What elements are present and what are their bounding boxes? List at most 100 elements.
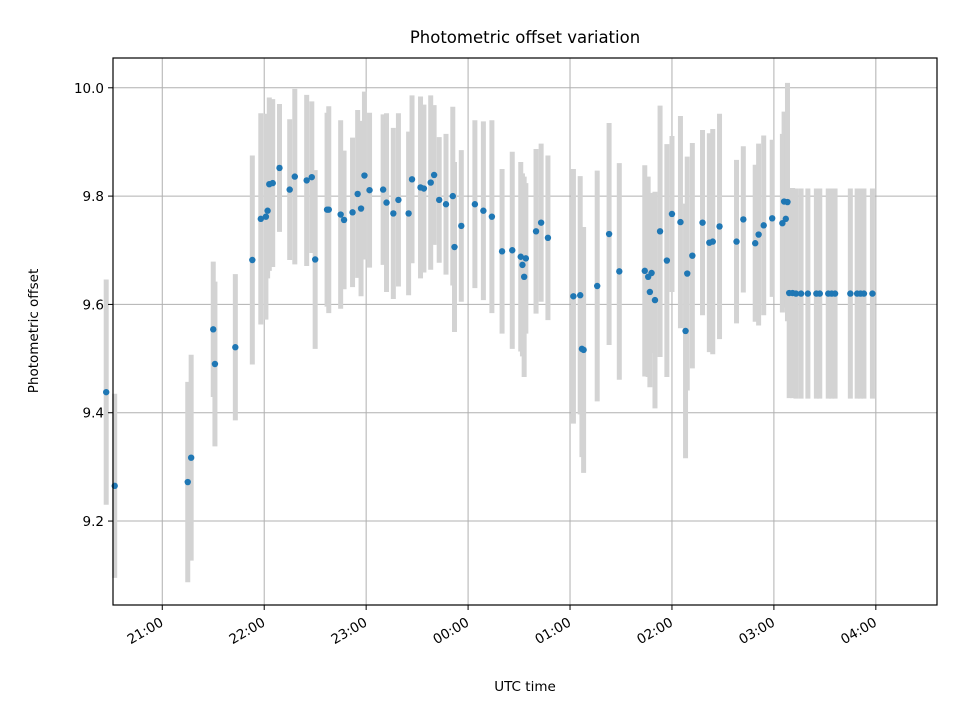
data-point [488, 213, 496, 220]
data-point [769, 215, 776, 222]
data-point [420, 185, 428, 192]
data-point [784, 198, 791, 206]
plot-frame [112, 57, 938, 606]
data-point [831, 290, 839, 297]
data-point [458, 222, 465, 230]
y-tick-label: 10.0 [74, 81, 104, 97]
data-point [689, 252, 696, 259]
data-point [519, 261, 526, 269]
data-point [291, 173, 298, 180]
data-point [276, 164, 283, 172]
data-point [337, 211, 344, 218]
data-point [816, 290, 823, 297]
data-point [663, 257, 671, 264]
data-point [357, 205, 365, 212]
y-tick-label: 9.6 [83, 297, 104, 313]
data-point [520, 273, 528, 280]
data-point [804, 290, 812, 297]
data-point [103, 388, 110, 396]
data-point [605, 230, 613, 238]
data-point [677, 218, 684, 226]
data-point [390, 210, 397, 217]
data-point [325, 206, 332, 213]
data-point [668, 210, 676, 218]
data-point [379, 186, 387, 193]
data-point [544, 234, 552, 242]
data-point [651, 296, 659, 304]
data-point [517, 253, 524, 260]
data-point [577, 292, 584, 299]
data-point [733, 238, 740, 245]
y-tick-label: 9.2 [83, 514, 104, 530]
data-point [509, 247, 516, 254]
data-point [570, 293, 577, 300]
data-point [187, 454, 195, 461]
data-point [408, 176, 416, 183]
data-point [847, 290, 854, 297]
y-axis-label: Photometric offset [26, 269, 42, 393]
data-point [616, 268, 623, 275]
data-point [311, 256, 319, 263]
data-point [366, 186, 373, 194]
data-point [442, 201, 450, 208]
data-point [641, 267, 648, 275]
data-point [232, 344, 239, 351]
data-point [699, 219, 706, 226]
data-point [480, 207, 487, 214]
data-point [257, 215, 265, 223]
data-point [594, 282, 601, 290]
data-point [532, 228, 540, 235]
data-point [286, 186, 293, 193]
data-point [451, 243, 458, 251]
data-point [436, 196, 443, 204]
data-point [684, 270, 691, 277]
data-points [103, 164, 876, 490]
data-point [308, 173, 315, 181]
data-point [752, 240, 759, 247]
data-point [395, 196, 402, 204]
data-point [210, 326, 217, 333]
data-point [860, 290, 868, 297]
data-point [782, 215, 789, 223]
data-point [580, 346, 587, 354]
data-point [427, 179, 434, 186]
data-point [303, 177, 310, 184]
data-point [269, 179, 276, 187]
data-point [522, 255, 530, 262]
data-point [249, 256, 256, 264]
data-point [537, 219, 545, 226]
data-point [449, 192, 456, 200]
data-point [340, 216, 348, 224]
chart-title: Photometric offset variation [410, 28, 640, 47]
data-point [646, 288, 654, 296]
data-point [797, 290, 805, 297]
data-point [184, 478, 191, 486]
data-point [264, 207, 271, 214]
y-axis: 9.2 9.4 9.6 9.8 10.0 [74, 81, 113, 530]
data-point [262, 213, 270, 220]
data-point [498, 248, 506, 255]
data-point [760, 222, 767, 229]
data-point [471, 201, 479, 208]
y-tick-label: 9.8 [83, 189, 104, 205]
data-point [361, 172, 368, 179]
data-point [755, 231, 762, 238]
data-point [383, 199, 390, 206]
x-axis-label: UTC time [494, 679, 556, 695]
data-point [740, 216, 747, 223]
y-tick-label: 9.4 [83, 406, 104, 422]
data-point [430, 171, 438, 179]
data-point [648, 269, 655, 277]
data-point [349, 209, 356, 216]
data-point [779, 219, 786, 227]
data-point [211, 360, 219, 368]
data-point [792, 290, 800, 297]
data-point [656, 228, 664, 235]
data-point [682, 327, 689, 335]
data-point [405, 210, 412, 217]
data-point [709, 238, 716, 245]
data-point [354, 190, 361, 198]
data-point [869, 290, 876, 297]
data-point [716, 223, 723, 230]
